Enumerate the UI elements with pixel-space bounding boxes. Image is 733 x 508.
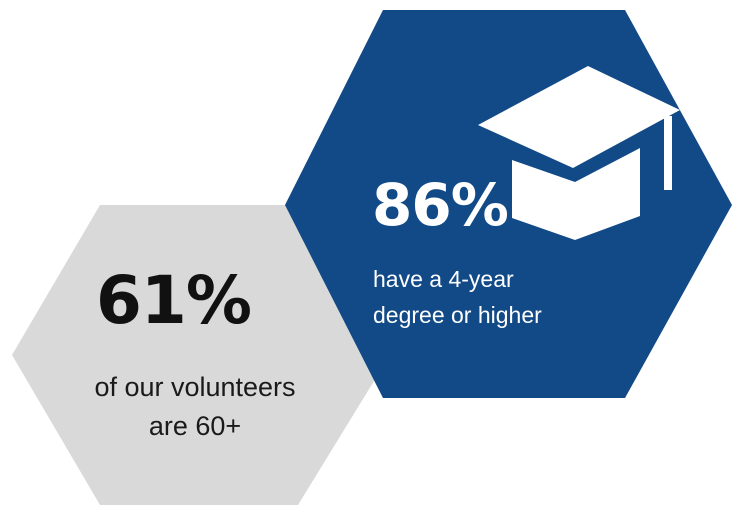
stat-description: of our volunteers are 60+ [60, 368, 330, 446]
stat-description-line: of our volunteers [94, 372, 296, 402]
graduation-cap-icon [478, 66, 680, 240]
stat-value: 86% [372, 171, 509, 239]
stat-value: 61% [96, 262, 252, 339]
stat-description-line: are 60+ [148, 411, 242, 442]
stat-description-line: have a 4-year [373, 266, 514, 292]
stat-description-line: degree or higher [373, 301, 542, 328]
grey-hexagon [12, 205, 390, 505]
stat-description: have a 4-year degree or higher [373, 262, 542, 333]
